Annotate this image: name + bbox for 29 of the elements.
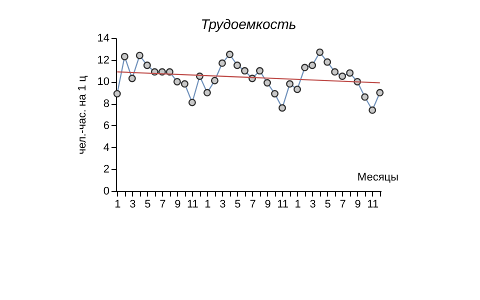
y-axis-title: чел.-час. на 1 ц [76,74,88,154]
y-tick-label: 2 [103,164,110,176]
x-tick-label: 5 [234,198,241,210]
y-tick-label: 0 [103,186,110,198]
x-tick-label: 5 [144,198,151,210]
x-tick-label: 11 [277,198,288,210]
x-tick-label: 11 [367,198,379,210]
x-tick-label: 1 [204,198,211,210]
x-tick-label: 9 [354,198,361,210]
y-tick-label: 8 [103,98,110,110]
x-axis-title: Месяцы [357,172,399,184]
x-tick-label: 9 [264,198,271,210]
y-tick-label: 10 [97,76,110,88]
x-tick-label: 1 [294,198,301,210]
x-tick-label: 3 [220,198,226,210]
x-tick-label: 7 [340,198,346,210]
y-tick-label: 4 [103,142,110,154]
y-tick-label: 6 [103,120,110,132]
x-tick-label: 7 [250,198,256,210]
x-tick-label: 9 [174,198,181,210]
x-tick-label: 1 [114,198,121,210]
y-tick-label: 14 [97,32,110,44]
x-tick-label: 3 [310,198,316,210]
y-tick-label: 12 [97,54,110,66]
x-tick-label: 11 [186,198,198,210]
chart-title: Трудоемкость [200,16,296,32]
x-tick-label: 3 [130,198,136,210]
x-tick-label: 5 [324,198,331,210]
x-tick-label: 7 [160,198,166,210]
